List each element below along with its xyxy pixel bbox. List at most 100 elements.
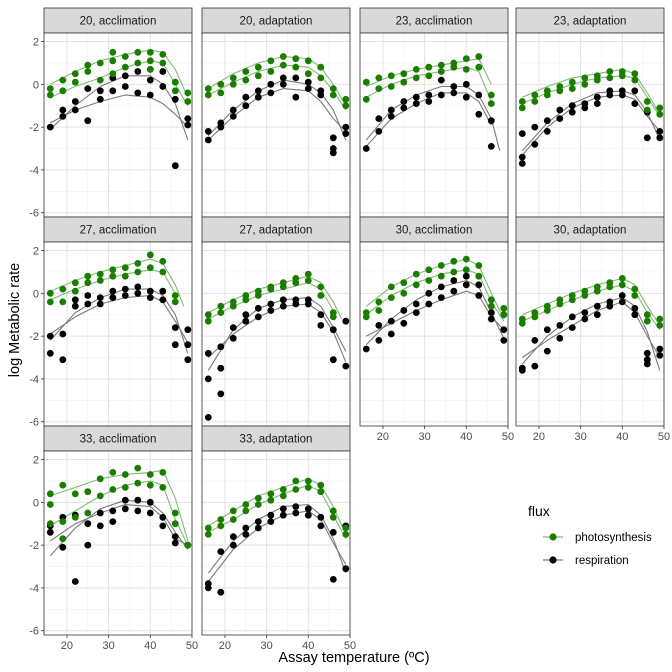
photosynthesis-point xyxy=(254,292,262,299)
panel-border xyxy=(201,450,351,636)
photosynthesis-point xyxy=(146,66,154,73)
respiration-point xyxy=(543,117,551,125)
x-tick-label: 20 xyxy=(61,640,73,652)
y-tick-label: 0 xyxy=(33,79,39,91)
photosynthesis-point xyxy=(656,110,664,118)
respiration-point xyxy=(568,313,576,321)
respiration-point xyxy=(400,98,408,105)
respiration-point xyxy=(329,576,337,583)
photosynthesis-point xyxy=(487,100,495,107)
respiration-point xyxy=(593,311,601,319)
photosynthesis-point xyxy=(450,257,458,265)
x-tick-label: 50 xyxy=(344,640,356,652)
photosynthesis-point xyxy=(96,492,104,500)
photosynthesis-point xyxy=(109,57,117,65)
photosynthesis-point xyxy=(171,298,179,306)
respiration-point xyxy=(450,89,458,97)
respiration-point xyxy=(342,123,350,131)
photosynthesis-point xyxy=(171,78,179,86)
respiration-point xyxy=(618,91,626,99)
facet-strip xyxy=(359,216,509,243)
photosynthesis-point xyxy=(631,285,639,293)
photosynthesis-point xyxy=(475,63,483,71)
facet-strip-label: 33, adaptation xyxy=(240,434,313,446)
photosynthesis-point xyxy=(304,270,312,278)
photosynthesis-point xyxy=(400,78,408,86)
photosynthesis-point xyxy=(267,285,275,293)
respiration-point xyxy=(59,113,67,120)
facet-strip-label: 33, acclimation xyxy=(80,434,157,446)
photosynthesis-point xyxy=(171,292,179,299)
photosynthesis-point xyxy=(292,477,300,485)
respiration-point xyxy=(518,130,526,138)
y-tick-label: 2 xyxy=(33,37,39,49)
respiration-point xyxy=(71,578,79,585)
respiration-point xyxy=(171,533,179,540)
respiration-point xyxy=(317,91,325,99)
facet-panel: 30, adaptation 20 30 40 50 xyxy=(515,216,670,443)
facet-strip-label: 20, acclimation xyxy=(80,16,157,28)
panel-background xyxy=(360,242,508,426)
respiration-point xyxy=(412,93,420,101)
photosynthesis-point xyxy=(292,279,300,287)
facet-strip-label: 30, acclimation xyxy=(396,225,473,237)
respiration-point xyxy=(292,300,300,308)
y-tick-label: -6 xyxy=(29,626,39,638)
respiration-point xyxy=(159,296,167,304)
respiration-point xyxy=(96,522,104,530)
respiration-point xyxy=(254,87,262,95)
respiration-fit-line xyxy=(207,88,347,141)
photosynthesis-point xyxy=(643,311,651,319)
photosynthesis-point xyxy=(425,277,433,284)
photosynthesis-point xyxy=(109,272,117,280)
photosynthesis-point xyxy=(46,520,54,528)
respiration-point xyxy=(121,292,129,299)
photosynthesis-point xyxy=(375,298,383,306)
respiration-point xyxy=(317,311,325,319)
photosynthesis-point xyxy=(362,313,370,321)
photosynthesis-point xyxy=(159,59,167,67)
panel-border xyxy=(43,450,193,636)
photosynthesis-point xyxy=(568,296,576,304)
respiration-point xyxy=(109,294,117,301)
respiration-point xyxy=(279,505,287,513)
photosynthesis-point xyxy=(46,501,54,508)
photosynthesis-point xyxy=(242,76,250,84)
respiration-point xyxy=(487,309,495,316)
respiration-point xyxy=(656,127,664,135)
photosynthesis-point xyxy=(606,74,614,82)
photosynthesis-point xyxy=(159,484,167,491)
respiration-point xyxy=(304,78,312,86)
respiration-point xyxy=(229,113,237,120)
photosynthesis-point xyxy=(400,279,408,287)
respiration-point xyxy=(84,292,92,299)
photosynthesis-point xyxy=(267,68,275,75)
photosynthesis-point xyxy=(159,257,167,265)
photosynthesis-point xyxy=(71,287,79,295)
respiration-point xyxy=(500,337,508,344)
respiration-point xyxy=(400,104,408,112)
legend-title: flux xyxy=(528,503,550,519)
photosynthesis-point xyxy=(329,85,337,92)
photosynthesis-point xyxy=(425,63,433,71)
respiration-point xyxy=(362,345,370,353)
respiration-point xyxy=(593,100,601,107)
respiration-point xyxy=(84,520,92,528)
x-tick-label: 30 xyxy=(102,640,114,652)
respiration-point xyxy=(543,127,551,135)
respiration-point xyxy=(292,503,300,510)
photosynthesis-point xyxy=(46,289,54,297)
photosynthesis-point xyxy=(475,272,483,280)
photosynthesis-point xyxy=(204,531,212,538)
respiration-point xyxy=(329,356,337,364)
respiration-point xyxy=(475,110,483,118)
respiration-point xyxy=(71,302,79,310)
x-tick-label: 20 xyxy=(219,640,231,652)
respiration-point xyxy=(568,102,576,110)
respiration-point xyxy=(146,287,154,295)
respiration-fit-line xyxy=(207,79,347,141)
photosynthesis-point xyxy=(159,51,167,58)
respiration-point xyxy=(134,68,142,75)
respiration-point xyxy=(412,309,420,316)
